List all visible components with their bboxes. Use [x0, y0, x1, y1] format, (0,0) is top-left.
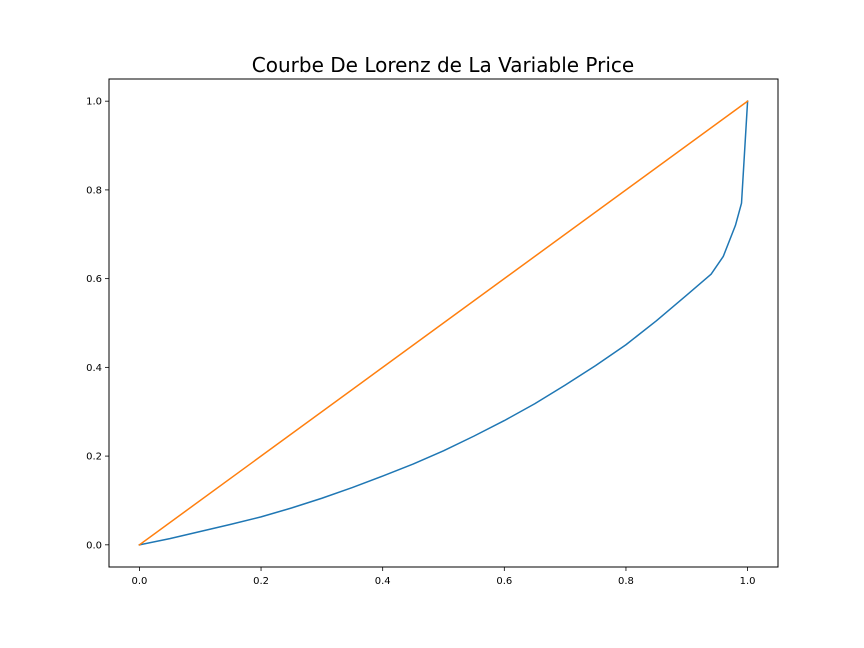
- x-tick-label: 0.4: [375, 576, 391, 587]
- x-axis: 0.0 0.2 0.4 0.6 0.8 1.0: [131, 567, 756, 587]
- y-tick-label: 0.0: [86, 540, 102, 551]
- axes-frame: [108, 78, 779, 568]
- x-tick-label: 0.0: [131, 576, 147, 587]
- x-tick-label: 0.6: [496, 576, 512, 587]
- y-tick-label: 0.8: [86, 185, 102, 196]
- y-tick-label: 0.2: [86, 452, 102, 463]
- y-tick-label: 0.4: [86, 363, 102, 374]
- x-tick-label: 0.8: [618, 576, 634, 587]
- y-axis: 0.0 0.2 0.4 0.6 0.8 1.0: [86, 97, 109, 551]
- y-tick-label: 1.0: [86, 97, 102, 108]
- x-tick-label: 1.0: [740, 576, 756, 587]
- series-line-1: [138, 100, 749, 546]
- series-layer: [138, 100, 749, 546]
- x-tick-label: 0.2: [253, 576, 269, 587]
- chart-title: Courbe De Lorenz de La Variable Price: [252, 53, 634, 77]
- series-line-2: [138, 100, 749, 546]
- y-tick-label: 0.6: [86, 274, 102, 285]
